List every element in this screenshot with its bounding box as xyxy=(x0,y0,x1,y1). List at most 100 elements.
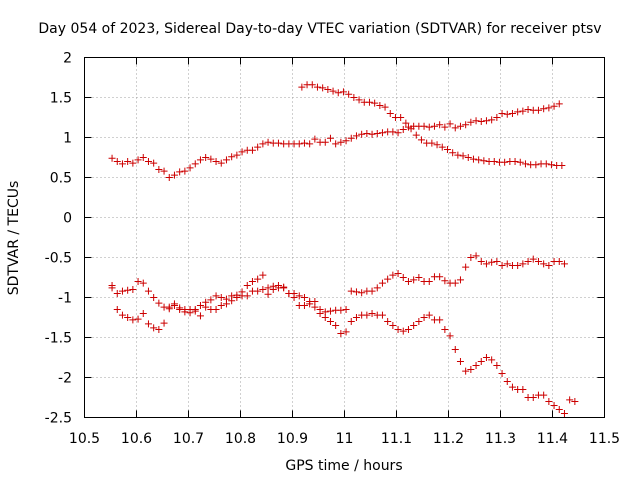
data-point-series-4 xyxy=(493,362,501,369)
data-point-series-3 xyxy=(243,282,251,289)
data-point-series-3 xyxy=(410,276,418,284)
data-point-series-3 xyxy=(352,288,360,296)
data-point-series-4 xyxy=(124,314,132,321)
data-point-series-1 xyxy=(108,154,116,162)
data-point-series-4 xyxy=(462,367,470,375)
data-point-series-4 xyxy=(498,370,506,377)
data-point-series-4 xyxy=(545,398,553,405)
data-point-series-3 xyxy=(196,302,204,309)
y-axis-label: SDTVAR / TECUs xyxy=(6,181,22,296)
data-point-series-2 xyxy=(417,136,425,144)
data-point-series-4 xyxy=(436,316,444,324)
data-point-series-4 xyxy=(441,326,449,333)
data-point-series-4 xyxy=(181,308,189,316)
data-point-series-1 xyxy=(441,123,449,131)
x-tick-label: 11.4 xyxy=(537,431,568,447)
data-point-series-4 xyxy=(118,311,126,319)
data-point-series-4 xyxy=(311,303,319,311)
data-point-series-4 xyxy=(139,310,147,317)
data-point-series-4 xyxy=(566,396,574,404)
data-point-series-4 xyxy=(550,402,558,409)
data-point-series-4 xyxy=(415,318,423,325)
data-point-series-1 xyxy=(462,121,470,129)
data-point-series-2 xyxy=(449,149,457,157)
data-point-series-4 xyxy=(316,310,324,317)
data-point-series-4 xyxy=(165,303,173,311)
data-point-series-1 xyxy=(160,167,168,175)
data-point-series-2 xyxy=(438,143,446,151)
data-point-series-4 xyxy=(264,290,272,298)
y-tick-label: 1.5 xyxy=(50,91,72,107)
data-point-series-3 xyxy=(472,252,480,260)
data-point-series-2 xyxy=(521,160,529,168)
data-point-series-2 xyxy=(511,158,519,165)
data-point-series-1 xyxy=(456,122,464,130)
data-point-series-1 xyxy=(540,105,548,113)
data-point-series-4 xyxy=(394,326,402,333)
x-tick-labels: 10.5 10.6 10.7 10.8 10.9 11 11.1 11.2 11.3 11.4 11… xyxy=(69,431,620,447)
data-point-series-4 xyxy=(321,314,329,321)
data-point-series-1 xyxy=(212,158,220,165)
data-point-series-3 xyxy=(493,258,501,265)
x-axis-label: GPS time / hours xyxy=(285,458,402,474)
data-point-series-1 xyxy=(113,158,121,165)
data-point-series-4 xyxy=(196,312,204,320)
data-point-series-2 xyxy=(469,155,477,163)
data-point-series-1 xyxy=(300,139,308,147)
data-point-series-4 xyxy=(186,309,194,317)
data-point-series-1 xyxy=(144,158,152,165)
data-point-series-4 xyxy=(295,292,303,300)
data-point-series-4 xyxy=(446,332,454,340)
data-point-series-1 xyxy=(394,129,402,137)
data-point-series-4 xyxy=(108,282,116,289)
data-point-series-2 xyxy=(433,141,441,149)
data-point-series-1 xyxy=(508,110,516,117)
x-tick-label: 11.3 xyxy=(485,431,516,447)
data-point-series-3 xyxy=(212,292,220,300)
data-point-series-3 xyxy=(488,258,496,266)
data-point-series-3 xyxy=(134,278,142,285)
data-point-series-4 xyxy=(332,322,340,329)
data-point-series-1 xyxy=(134,156,142,164)
x-tick-label: 10.9 xyxy=(277,431,308,447)
data-point-series-1 xyxy=(368,130,376,138)
data-point-series-3 xyxy=(425,278,433,285)
data-point-series-2 xyxy=(298,83,306,91)
data-point-series-1 xyxy=(420,122,428,130)
data-point-series-1 xyxy=(451,124,459,132)
data-point-series-4 xyxy=(233,291,241,299)
data-point-series-2 xyxy=(547,161,555,169)
data-point-series-1 xyxy=(514,108,522,116)
data-point-series-4 xyxy=(529,394,537,401)
data-point-series-4 xyxy=(212,306,220,313)
data-point-series-1 xyxy=(378,129,386,137)
data-point-series-3 xyxy=(254,275,262,283)
data-point-series-4 xyxy=(300,294,308,301)
data-point-series-1 xyxy=(363,130,371,137)
data-point-series-2 xyxy=(397,114,405,121)
data-point-series-4 xyxy=(342,328,350,336)
data-point-series-3 xyxy=(540,260,548,268)
y-tick-label: -1.5 xyxy=(45,331,72,347)
data-point-series-4 xyxy=(160,319,168,327)
data-points xyxy=(108,81,579,417)
data-point-series-1 xyxy=(472,117,480,125)
y-tick-label: 2 xyxy=(63,51,72,67)
data-point-series-3 xyxy=(482,260,490,268)
data-point-series-1 xyxy=(150,159,158,167)
data-point-series-1 xyxy=(207,155,215,163)
data-point-series-3 xyxy=(248,278,256,285)
x-tick-label: 11.1 xyxy=(381,431,412,447)
data-point-series-4 xyxy=(129,316,137,324)
data-point-series-4 xyxy=(170,300,178,308)
data-point-series-1 xyxy=(186,164,194,172)
data-point-series-3 xyxy=(404,278,412,285)
data-point-series-2 xyxy=(407,125,415,133)
y-tick-label: -1 xyxy=(58,291,72,307)
data-point-series-1 xyxy=(170,171,178,179)
data-point-series-1 xyxy=(342,137,350,145)
data-point-series-4 xyxy=(451,346,459,353)
data-point-series-1 xyxy=(493,114,501,121)
data-point-series-2 xyxy=(490,158,498,165)
data-point-series-3 xyxy=(368,287,376,295)
